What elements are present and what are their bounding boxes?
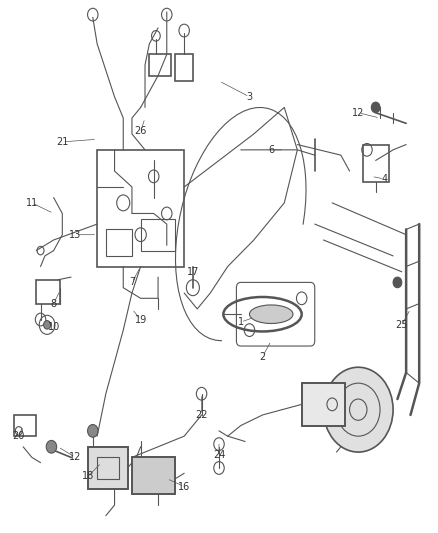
Text: 21: 21 [56,137,68,147]
Text: 18: 18 [82,471,95,481]
Text: 20: 20 [13,431,25,441]
Circle shape [323,367,393,452]
Ellipse shape [250,305,293,324]
Text: 26: 26 [134,126,147,136]
Circle shape [88,424,98,437]
Circle shape [44,320,50,329]
Text: 24: 24 [213,450,225,460]
Circle shape [371,102,380,113]
Bar [302,383,345,425]
Bar [176,54,193,81]
Text: 6: 6 [268,145,274,155]
Bar [97,457,119,479]
Text: 2: 2 [259,352,266,361]
Bar [302,383,345,425]
Text: 19: 19 [134,314,147,325]
Text: 11: 11 [26,198,38,208]
Bar [14,415,36,436]
Bar [88,447,127,489]
Bar [363,144,389,182]
Text: 17: 17 [187,267,199,277]
Text: 13: 13 [69,230,81,240]
Text: 1: 1 [238,317,244,327]
Text: 4: 4 [381,174,388,184]
Bar [36,280,60,304]
Bar [141,219,176,251]
Text: 10: 10 [47,322,60,333]
Circle shape [46,440,57,453]
Text: 25: 25 [396,320,408,330]
Text: 22: 22 [195,410,208,420]
Text: 12: 12 [352,108,364,118]
Bar [132,457,176,495]
Circle shape [393,277,402,288]
Text: 8: 8 [50,298,57,309]
Text: 3: 3 [247,92,253,102]
Bar [106,229,132,256]
Text: 16: 16 [178,481,190,491]
Bar [88,447,127,489]
Text: 12: 12 [69,453,81,463]
Bar [132,457,176,495]
Bar [149,54,171,76]
Text: 7: 7 [129,277,135,287]
